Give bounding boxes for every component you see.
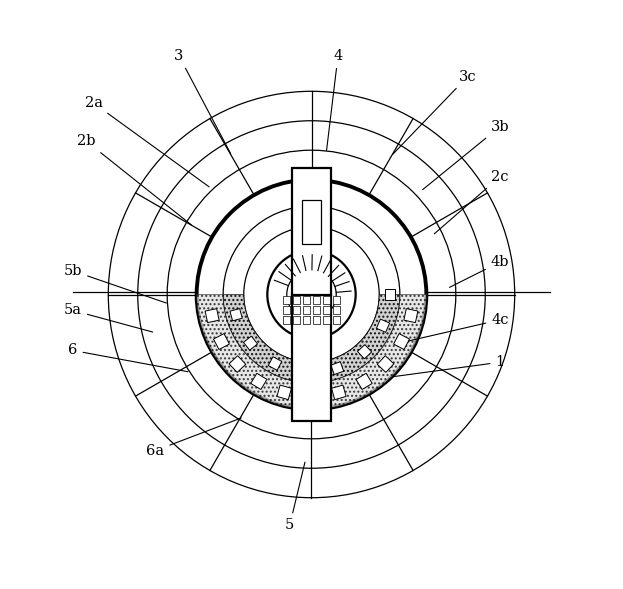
Polygon shape — [223, 294, 400, 383]
Bar — [283, 316, 290, 324]
Circle shape — [267, 250, 356, 339]
Polygon shape — [214, 333, 229, 349]
Bar — [303, 316, 310, 324]
Polygon shape — [300, 367, 311, 378]
Polygon shape — [376, 319, 389, 332]
Polygon shape — [277, 385, 292, 399]
Bar — [323, 306, 330, 314]
Bar — [293, 316, 300, 324]
Polygon shape — [197, 294, 426, 409]
Polygon shape — [229, 356, 245, 372]
Polygon shape — [251, 373, 267, 389]
Bar — [323, 296, 330, 304]
Bar — [302, 200, 321, 244]
Circle shape — [197, 180, 426, 409]
Circle shape — [287, 270, 336, 319]
Text: 5b: 5b — [64, 264, 166, 303]
Bar — [313, 316, 320, 324]
Polygon shape — [378, 356, 394, 372]
Text: 5: 5 — [285, 462, 305, 532]
Bar — [292, 294, 331, 421]
Polygon shape — [404, 309, 418, 323]
Polygon shape — [384, 290, 394, 300]
Text: 3c: 3c — [393, 70, 477, 154]
Polygon shape — [356, 373, 372, 389]
Bar — [333, 306, 340, 314]
Bar — [283, 296, 290, 304]
Text: 2a: 2a — [85, 96, 209, 187]
Bar — [313, 296, 320, 304]
Text: 3b: 3b — [422, 120, 509, 190]
Polygon shape — [394, 333, 409, 349]
Polygon shape — [205, 309, 219, 323]
Bar — [293, 296, 300, 304]
Text: 3: 3 — [174, 49, 231, 154]
Polygon shape — [230, 309, 242, 321]
Text: 6a: 6a — [146, 418, 241, 458]
Bar — [283, 306, 290, 314]
Bar — [303, 306, 310, 314]
Circle shape — [102, 85, 521, 504]
Text: 5a: 5a — [64, 303, 153, 332]
Bar — [333, 316, 340, 324]
Text: 4c: 4c — [409, 313, 509, 341]
Text: 2b: 2b — [77, 134, 191, 225]
Bar — [333, 296, 340, 304]
Polygon shape — [306, 391, 317, 402]
Text: 4b: 4b — [449, 255, 509, 287]
Text: 6: 6 — [69, 343, 188, 372]
Bar — [293, 306, 300, 314]
Polygon shape — [358, 345, 372, 359]
Text: 2c: 2c — [434, 170, 509, 234]
Polygon shape — [331, 385, 346, 399]
Polygon shape — [331, 362, 344, 375]
Text: 1: 1 — [394, 355, 505, 376]
Text: 4: 4 — [326, 49, 343, 150]
Bar — [292, 168, 331, 294]
Bar — [313, 306, 320, 314]
Polygon shape — [244, 336, 257, 350]
Bar — [303, 296, 310, 304]
Polygon shape — [269, 357, 282, 370]
Bar — [323, 316, 330, 324]
